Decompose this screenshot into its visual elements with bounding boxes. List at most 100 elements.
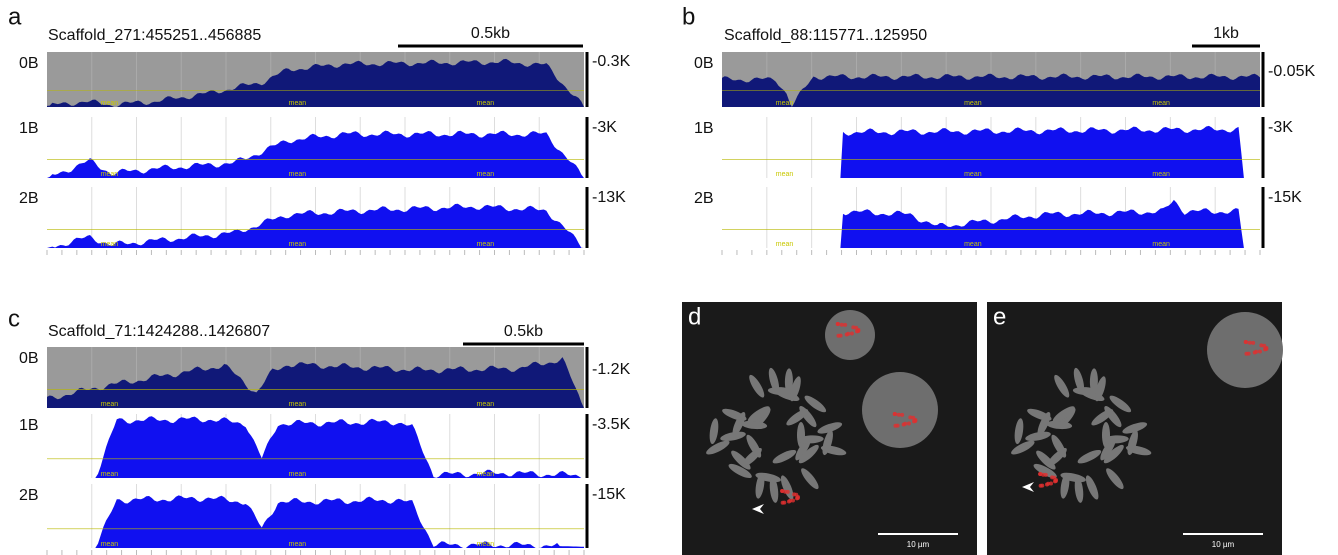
region-label: Scaffold_71:1424288..1426807	[48, 323, 270, 340]
track-scale: -13K	[592, 189, 626, 206]
coverage	[47, 357, 584, 408]
nucleus	[825, 310, 875, 360]
mean-label: mean	[289, 401, 307, 408]
signal	[1247, 340, 1252, 345]
track-scale: -15K	[1268, 189, 1302, 206]
chromosome	[720, 431, 746, 441]
track-label: 0B	[19, 55, 39, 72]
mean-label: mean	[289, 541, 307, 548]
scale-bar-label: 0.5kb	[471, 25, 510, 42]
chromosome	[1103, 444, 1124, 464]
chromosome	[1033, 463, 1057, 479]
signal	[780, 489, 785, 494]
coverage	[722, 125, 1260, 178]
signal	[843, 322, 848, 327]
scale-bar-label: 0.5kb	[504, 323, 543, 340]
signal	[839, 322, 844, 327]
chromosome	[728, 463, 752, 479]
signal	[780, 500, 785, 505]
track-label: 2B	[694, 190, 714, 207]
signal	[1038, 483, 1043, 488]
signal	[1043, 472, 1048, 477]
chromosome	[1077, 449, 1102, 464]
mean-label: mean	[1152, 100, 1170, 107]
coverage	[47, 495, 584, 548]
signal	[1264, 346, 1269, 351]
chromosome	[749, 374, 765, 398]
signal	[913, 418, 918, 423]
signal	[1050, 475, 1055, 480]
signal	[900, 412, 905, 417]
signal	[792, 492, 797, 497]
panel-letter: b	[682, 3, 695, 30]
signal	[1259, 343, 1264, 348]
mean-label: mean	[477, 401, 495, 408]
chromosome	[784, 368, 793, 395]
signal	[892, 412, 897, 417]
track-scale: -0.05K	[1268, 63, 1315, 80]
chromosome	[772, 449, 797, 464]
mean-label: mean	[101, 100, 119, 107]
coverage	[722, 199, 1260, 248]
chromosome	[1104, 406, 1122, 428]
mean-label: mean	[776, 100, 794, 107]
chromosome	[1014, 418, 1024, 445]
region-label: Scaffold_88:115771..125950	[724, 27, 927, 44]
chromosome	[1025, 431, 1051, 441]
arrowhead	[752, 504, 764, 514]
signal	[1244, 351, 1249, 356]
nucleus	[1207, 312, 1283, 388]
nucleus	[862, 372, 938, 448]
mean-label: mean	[101, 171, 119, 178]
signal	[906, 421, 911, 426]
track-label: 0B	[19, 350, 39, 367]
chromosome	[797, 435, 824, 444]
track-label: 2B	[19, 487, 39, 504]
panel-letter: d	[688, 303, 701, 330]
chromosome	[1106, 468, 1124, 490]
signal	[795, 495, 800, 500]
mean-label: mean	[1152, 171, 1170, 178]
track-scale: -15K	[592, 486, 626, 503]
signal	[1254, 349, 1259, 354]
coverage	[47, 203, 584, 248]
coverage	[47, 58, 584, 107]
coverage	[47, 130, 584, 178]
panel-letter: c	[8, 305, 20, 332]
chromosome	[795, 437, 811, 461]
track-scale: -3K	[1268, 119, 1293, 136]
chromosome	[709, 418, 719, 445]
scale-bar-label: 10 µm	[907, 540, 930, 549]
chromosome	[1095, 376, 1106, 402]
chromosome	[1060, 472, 1070, 499]
signal	[903, 421, 908, 426]
mean-label: mean	[477, 541, 495, 548]
chromosome	[741, 420, 768, 430]
scale-bar-label: 10 µm	[1212, 540, 1235, 549]
signal	[836, 333, 841, 338]
chromosome	[1036, 450, 1056, 470]
chromosome	[731, 450, 751, 470]
chromosome	[769, 477, 779, 503]
signal	[1038, 472, 1043, 477]
mean-label: mean	[964, 241, 982, 248]
track-scale: -1.2K	[592, 361, 631, 378]
track-scale: -0.3K	[592, 53, 631, 70]
chromosome	[746, 434, 762, 458]
track-scale: -3K	[592, 119, 617, 136]
chromosome	[1046, 420, 1073, 430]
coverage	[47, 416, 584, 478]
mean-label: mean	[101, 471, 119, 478]
mean-label: mean	[477, 171, 495, 178]
track-scale: -3.5K	[592, 416, 631, 433]
chromosome	[804, 395, 827, 413]
panel-letter: e	[993, 303, 1006, 330]
signal	[846, 331, 851, 336]
chromosome	[820, 445, 847, 456]
chromosome	[755, 472, 765, 499]
chromosome	[1109, 395, 1132, 413]
chromosome	[706, 440, 730, 455]
mean-label: mean	[101, 541, 119, 548]
signal	[896, 412, 901, 417]
chromosome	[799, 406, 817, 428]
